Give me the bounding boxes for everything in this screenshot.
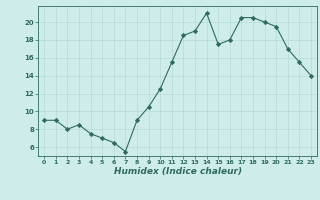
X-axis label: Humidex (Indice chaleur): Humidex (Indice chaleur) bbox=[114, 167, 242, 176]
